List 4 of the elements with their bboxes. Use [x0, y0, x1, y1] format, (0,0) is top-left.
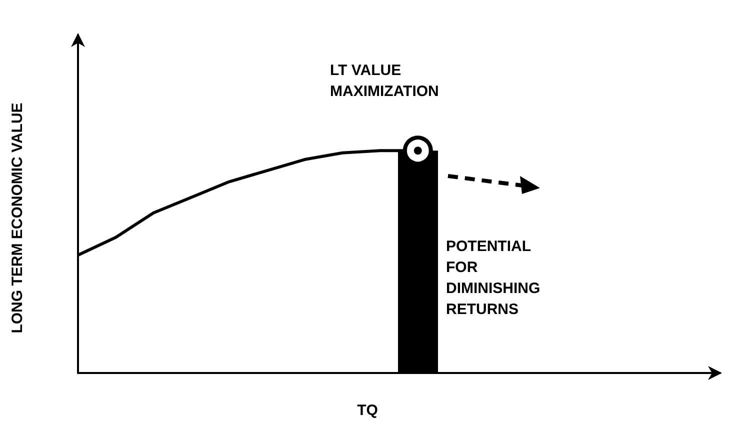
text: LT VALUE MAXIMIZATION	[330, 62, 439, 100]
x-axis-title: TQ	[357, 402, 378, 419]
y-axis-title: LONG TERM ECONOMIC VALUE	[9, 102, 26, 334]
annotation: POTENTIAL FOR DIMINISHING RETURNS	[446, 238, 540, 318]
